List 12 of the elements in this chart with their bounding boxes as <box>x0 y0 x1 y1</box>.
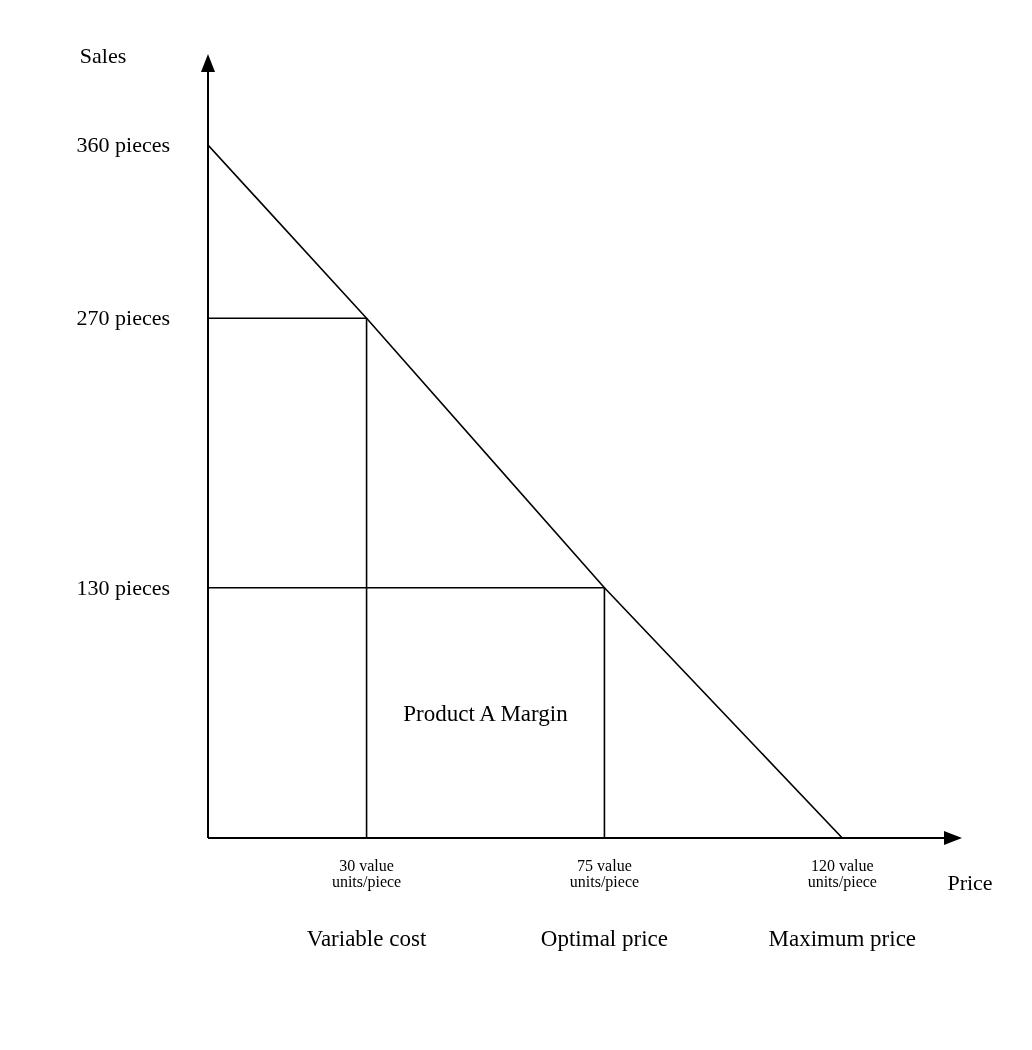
y-axis-title: Sales <box>79 43 127 68</box>
y-tick-label: 360 pieces <box>76 132 170 157</box>
x-tick-label: 30 value units/piece <box>331 857 402 892</box>
x-tick-label: 75 value units/piece <box>569 857 640 892</box>
y-tick-label: 270 pieces <box>76 305 170 331</box>
text: Variable cost <box>306 926 427 952</box>
text: Optimal price <box>540 926 668 952</box>
x-tick-label: 120 value units/piece <box>807 857 877 892</box>
x-axis-title: Price <box>947 870 993 895</box>
annotation: Product A Margin <box>403 701 569 727</box>
text: Maximum price <box>768 926 917 952</box>
y-tick-label: 130 pieces <box>76 574 170 600</box>
